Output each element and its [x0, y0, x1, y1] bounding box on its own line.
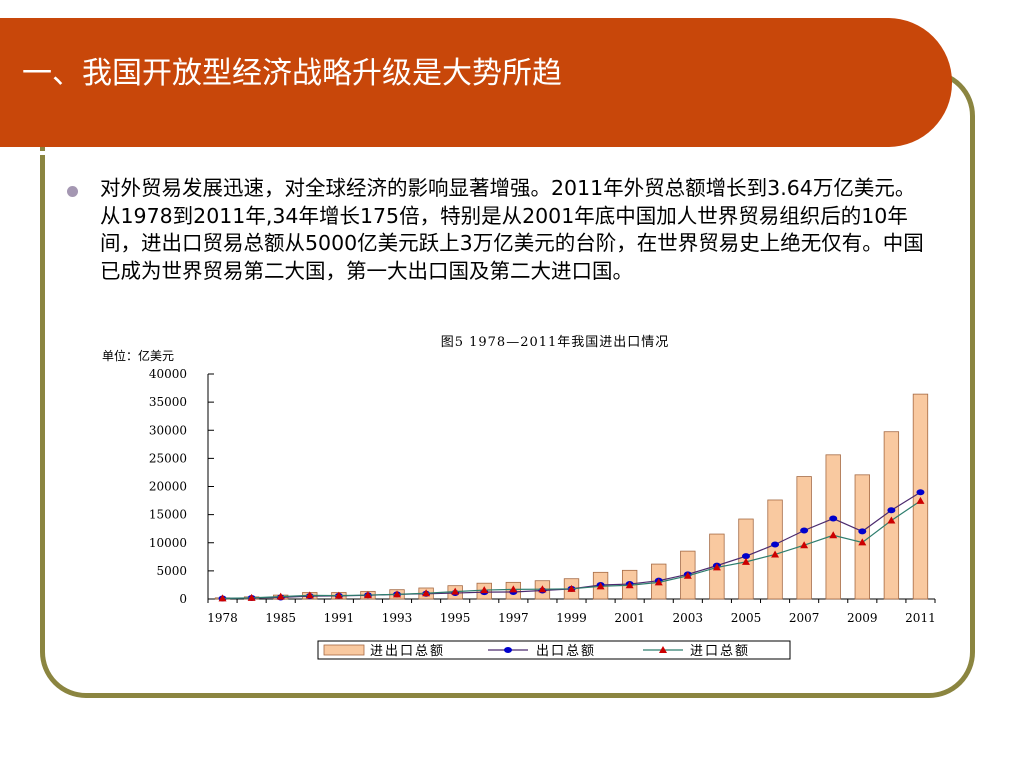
bar-total [854, 474, 870, 600]
slide-title: 一、我国开放型经济战略升级是大势所趋 [22, 56, 562, 91]
point-export [887, 507, 896, 514]
y-tick-label: 20000 [149, 480, 187, 494]
point-import [451, 587, 460, 595]
y-tick-label: 5000 [156, 564, 187, 578]
x-tick-label: 2001 [614, 611, 645, 625]
point-import [538, 585, 547, 593]
x-tick-label: 1997 [498, 611, 529, 625]
bar-total [825, 454, 841, 600]
x-tick-label: 1991 [324, 611, 355, 625]
point-import [422, 589, 431, 597]
y-tick-label: 10000 [149, 536, 187, 550]
chart-legend: 进出口总额 出口总额 进口总额 [317, 640, 791, 660]
point-import [887, 516, 896, 524]
header-divider [0, 151, 905, 155]
bar-total [767, 499, 783, 600]
point-export [916, 489, 925, 496]
point-import [596, 582, 605, 590]
chart-title: 图5 1978—2011年我国进出口情况 [441, 335, 670, 350]
point-import [567, 584, 576, 592]
x-tick-label: 2009 [847, 611, 878, 625]
y-tick-label: 40000 [149, 367, 187, 381]
bullet-dot [67, 186, 78, 197]
x-tick-label: 1978 [207, 611, 238, 625]
bar-total [912, 393, 929, 600]
x-tick-label: 1985 [265, 611, 296, 625]
point-export [858, 528, 867, 535]
point-import [683, 571, 692, 579]
bar-total [796, 476, 812, 600]
legend-label-total: 进出口总额 [370, 644, 445, 659]
point-import [363, 591, 372, 599]
x-tick-label: 2003 [673, 611, 704, 625]
y-tick-label: 35000 [149, 395, 187, 409]
point-import [393, 590, 402, 598]
bar-total [883, 431, 900, 600]
point-import [305, 591, 314, 599]
legend-swatch-total [323, 644, 365, 656]
trade-chart: 图5 1978—2011年我国进出口情况 单位：亿美元 0 5000 10000 15… [102, 335, 936, 660]
point-import [771, 550, 780, 558]
point-import [480, 586, 489, 594]
point-import [712, 563, 721, 571]
legend-label-export: 出口总额 [536, 644, 596, 659]
legend-marker-import [659, 646, 667, 653]
title-banner: 一、我国开放型经济战略升级是大势所趋 [0, 18, 952, 155]
plot-area: 0 5000 10000 15000 20000 25000 30000 35000 40000… [149, 367, 936, 625]
point-import [334, 591, 343, 599]
y-tick-label: 30000 [149, 423, 187, 437]
y-tick-label: 15000 [149, 508, 187, 522]
point-export [771, 541, 780, 548]
point-export [829, 515, 838, 522]
x-tick-label: 2007 [789, 611, 820, 625]
point-import [509, 585, 518, 593]
legend-label-import: 进口总额 [690, 644, 750, 659]
bullet-text: 对外贸易发展迅速，对全球经济的影响显著增强。2011年外贸总额增长到3.64万亿… [100, 176, 924, 283]
point-import [218, 594, 227, 602]
point-import [858, 538, 867, 546]
point-import [829, 531, 838, 539]
point-import [654, 578, 663, 586]
point-import [800, 541, 809, 549]
point-export [800, 527, 809, 534]
point-import [741, 557, 750, 565]
y-tick-label: 0 [179, 592, 187, 606]
x-tick-label: 1993 [382, 611, 413, 625]
point-import [916, 496, 925, 504]
x-tick-label: 1999 [556, 611, 587, 625]
x-tick-label: 2011 [905, 611, 936, 625]
legend-marker-export [504, 647, 512, 653]
x-tick-label: 2005 [731, 611, 762, 625]
point-import [276, 592, 285, 600]
x-tick-label: 1995 [440, 611, 471, 625]
y-tick-label: 25000 [149, 451, 187, 465]
point-export [741, 553, 750, 560]
unit-label: 单位：亿美元 [102, 348, 174, 363]
legend-box [317, 640, 791, 660]
point-import [247, 593, 256, 601]
point-import [625, 581, 634, 589]
